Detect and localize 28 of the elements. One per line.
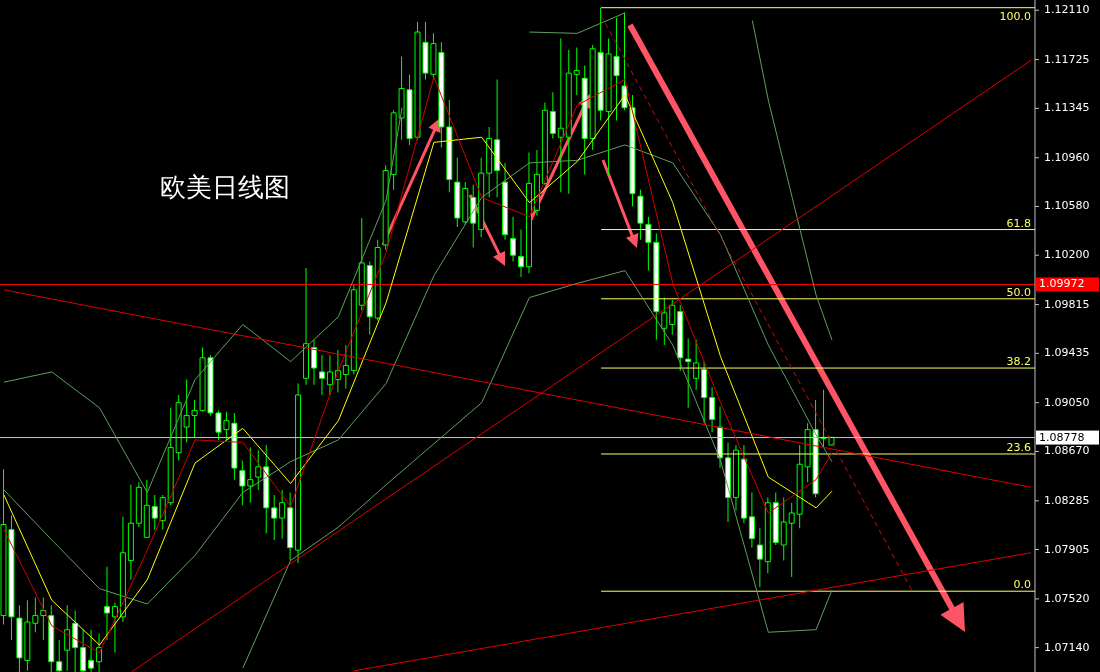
y-tick-label: 1.08285: [1044, 493, 1090, 507]
y-tick-label: 1.07905: [1044, 542, 1090, 556]
annotation: 38.2: [1006, 355, 1031, 369]
y-tick-label: 1.11345: [1044, 101, 1090, 115]
y-tick-label: 1.10960: [1044, 150, 1090, 164]
candlestick: [573, 47, 580, 95]
line-series: [242, 270, 833, 669]
y-tick-label: 1.07520: [1044, 591, 1090, 605]
y-tick-label: 1.08670: [1044, 444, 1090, 458]
line-series: [3, 144, 833, 605]
ref-line-label: 1.09972: [1039, 277, 1085, 291]
ref-line-label: 1.08778: [1039, 430, 1085, 444]
text: 欧美日线图: [160, 171, 290, 204]
y-tick-label: 1.11725: [1044, 52, 1090, 66]
annotation: 50.0: [1006, 285, 1031, 299]
y-tick-label: 1.07140: [1044, 640, 1090, 654]
annotation: 23.6: [1006, 440, 1031, 454]
candlestick: [557, 38, 564, 193]
y-tick-label: 1.12110: [1044, 3, 1090, 17]
annotation: 100.0: [999, 9, 1031, 23]
annotation: 61.8: [1006, 216, 1031, 230]
y-tick-label: 1.09435: [1044, 346, 1090, 360]
y-tick-label: 1.09815: [1044, 297, 1090, 311]
y-tick-label: 1.09050: [1044, 395, 1090, 409]
y-tick-label: 1.10200: [1044, 248, 1090, 262]
line-series: [751, 20, 833, 341]
y-tick-label: 1.10580: [1044, 199, 1090, 213]
annotation: 0.0: [1013, 578, 1031, 592]
